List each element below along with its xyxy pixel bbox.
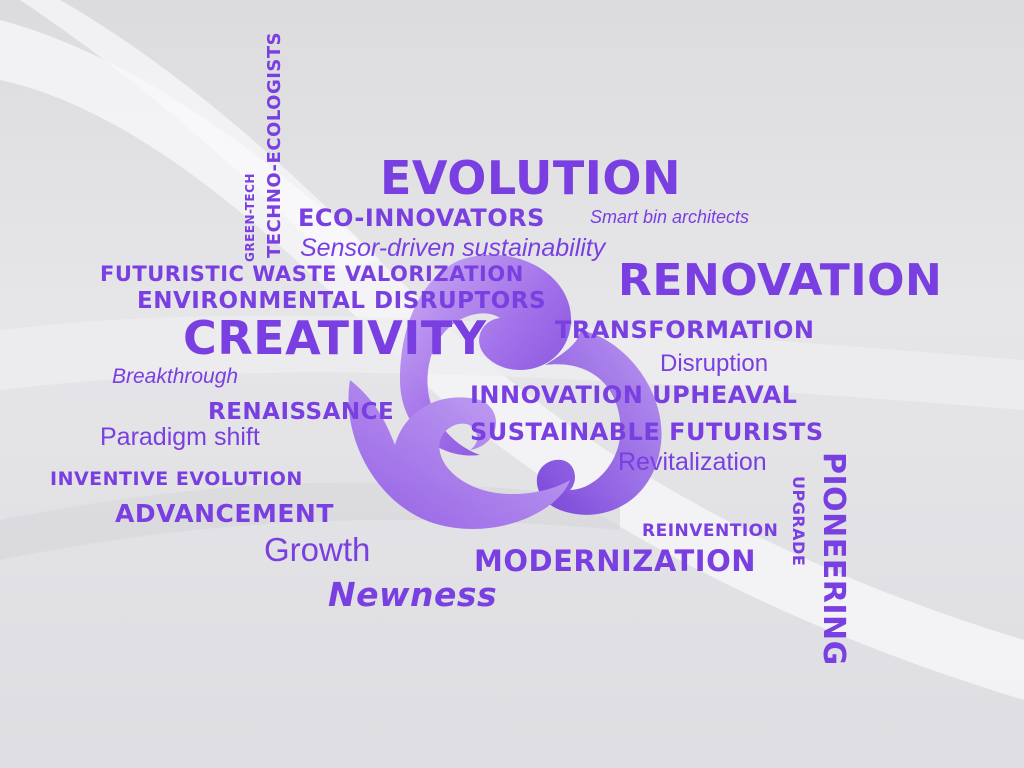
word-reinvention: REINVENTION [642,521,779,541]
word-breakthrough: Breakthrough [112,365,239,388]
word-advancement: ADVANCEMENT [115,499,334,528]
word-pioneering: PIONEERING [816,452,851,666]
word-eco-innovators: ECO-INNOVATORS [298,204,545,232]
word-renaissance: RENAISSANCE [208,399,395,425]
word-transformation: TRANSFORMATION [555,316,815,344]
word-environmental-disruptors: ENVIRONMENTAL DISRUPTORS [137,288,547,314]
word-inventive-evolution: INVENTIVE EVOLUTION [50,468,303,490]
word-disruption: Disruption [660,350,769,377]
swirl-logo-icon [348,254,662,529]
word-upgrade: UPGRADE [789,476,808,567]
word-creativity: CREATIVITY [183,311,487,365]
word-innovation-upheaval: INNOVATION UPHEAVAL [470,381,798,409]
word-smart-bin-architects: Smart bin architects [590,207,750,227]
word-renovation: RENOVATION [618,255,943,306]
word-paradigm-shift: Paradigm shift [100,423,260,451]
word-modernization: MODERNIZATION [474,544,756,578]
word-sensor-driven-sustainability: Sensor-driven sustainability [300,234,606,262]
word-newness: Newness [328,575,498,614]
word-futuristic-waste-valorization: FUTURISTIC WASTE VALORIZATION [100,262,524,286]
word-revitalization: Revitalization [618,448,767,476]
word-techno-ecologists: TECHNO-ECOLOGISTS [264,31,285,258]
word-growth: Growth [264,531,371,568]
word-evolution: EVOLUTION [380,151,681,205]
word-sustainable-futurists: SUSTAINABLE FUTURISTS [470,418,824,446]
word-green-tech: GREEN-TECH [243,173,257,262]
